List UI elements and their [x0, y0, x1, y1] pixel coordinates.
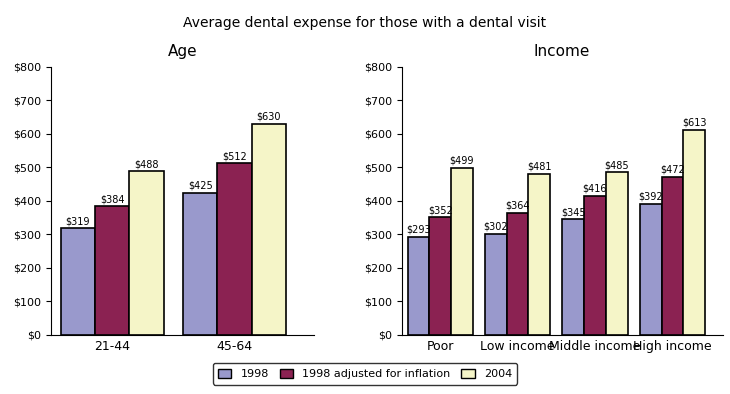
Text: $392: $392: [639, 191, 663, 202]
Bar: [451, 168, 473, 335]
Bar: [252, 124, 285, 335]
Bar: [507, 213, 529, 335]
Bar: [95, 206, 129, 335]
Bar: [640, 204, 661, 335]
Bar: [61, 228, 95, 335]
Bar: [183, 193, 218, 335]
Bar: [485, 234, 507, 335]
Bar: [683, 130, 705, 335]
Title: Income: Income: [534, 44, 591, 59]
Text: $345: $345: [561, 207, 585, 217]
Text: $472: $472: [660, 165, 685, 175]
Text: $293: $293: [406, 225, 431, 235]
Text: $416: $416: [583, 184, 607, 193]
Bar: [129, 171, 164, 335]
Title: Age: Age: [168, 44, 197, 59]
Bar: [606, 173, 628, 335]
Text: $425: $425: [188, 180, 212, 191]
Bar: [584, 195, 606, 335]
Text: Average dental expense for those with a dental visit: Average dental expense for those with a …: [183, 16, 547, 30]
Text: $352: $352: [428, 205, 453, 215]
Bar: [563, 219, 584, 335]
Text: $499: $499: [450, 156, 474, 166]
Bar: [218, 164, 252, 335]
Text: $481: $481: [527, 162, 552, 172]
Text: $512: $512: [222, 151, 247, 162]
Bar: [529, 174, 550, 335]
Text: $319: $319: [66, 216, 91, 226]
Text: $485: $485: [604, 160, 629, 171]
Text: $630: $630: [256, 112, 281, 122]
Bar: [661, 177, 683, 335]
Text: $384: $384: [100, 194, 125, 204]
Text: $488: $488: [134, 160, 158, 169]
Text: $613: $613: [682, 117, 707, 128]
Legend: 1998, 1998 adjusted for inflation, 2004: 1998, 1998 adjusted for inflation, 2004: [212, 363, 518, 385]
Bar: [407, 237, 429, 335]
Bar: [429, 217, 451, 335]
Text: $302: $302: [483, 222, 508, 232]
Text: $364: $364: [505, 201, 530, 211]
